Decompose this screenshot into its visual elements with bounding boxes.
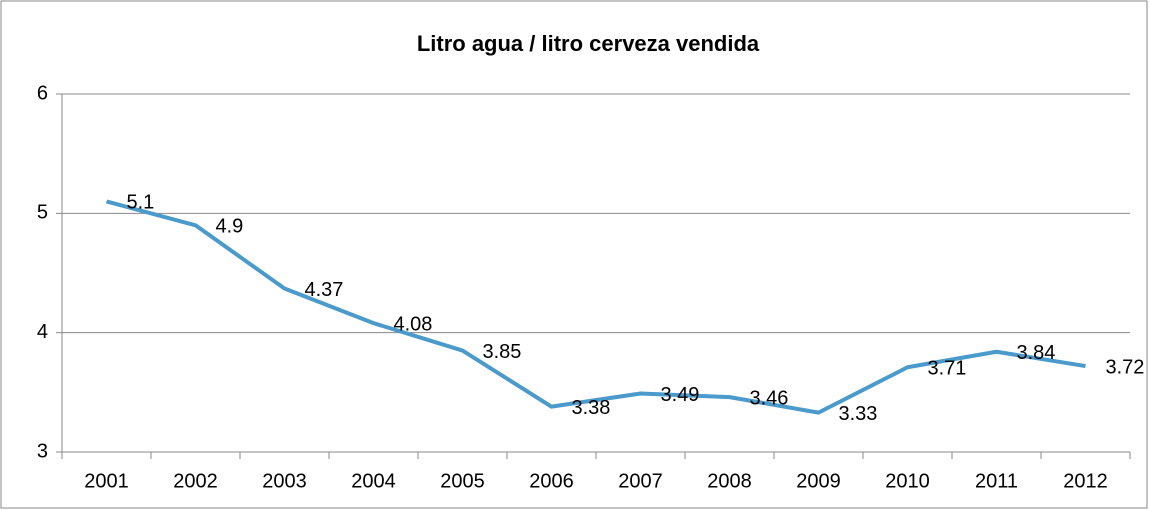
y-tick-label: 3 xyxy=(37,440,48,462)
data-label: 4.08 xyxy=(394,313,433,335)
x-tick-label: 2003 xyxy=(262,470,307,492)
x-tick-label: 2001 xyxy=(84,470,129,492)
data-label: 4.37 xyxy=(305,279,344,301)
y-tick-label: 4 xyxy=(37,321,48,343)
data-line xyxy=(105,199,1086,415)
x-tick-label: 2004 xyxy=(351,470,396,492)
x-tick-label: 2009 xyxy=(796,470,841,492)
x-tick-label: 2007 xyxy=(618,470,663,492)
chart-title: Litro agua / litro cerveza vendida xyxy=(417,31,760,56)
x-tick-label: 2012 xyxy=(1063,470,1108,492)
data-label: 3.72 xyxy=(1106,356,1145,378)
x-tick-label: 2011 xyxy=(975,470,1018,492)
x-tick-label: 2005 xyxy=(440,470,485,492)
data-label: 3.38 xyxy=(572,397,611,419)
data-label: 3.84 xyxy=(1017,342,1056,364)
data-label: 3.85 xyxy=(483,341,522,363)
data-label: 3.71 xyxy=(928,358,967,380)
data-label: 3.46 xyxy=(750,387,789,409)
data-label: 5.1 xyxy=(127,192,155,214)
x-tick-label: 2008 xyxy=(707,470,752,492)
data-label: 3.49 xyxy=(661,384,700,406)
x-tick-label: 2006 xyxy=(529,470,574,492)
y-tick-label: 6 xyxy=(37,82,48,104)
data-label: 3.33 xyxy=(839,403,878,425)
data-label: 4.9 xyxy=(216,216,244,238)
x-tick-label: 2010 xyxy=(885,470,930,492)
x-tick-label: 2002 xyxy=(173,470,218,492)
y-tick-label: 5 xyxy=(37,202,48,224)
